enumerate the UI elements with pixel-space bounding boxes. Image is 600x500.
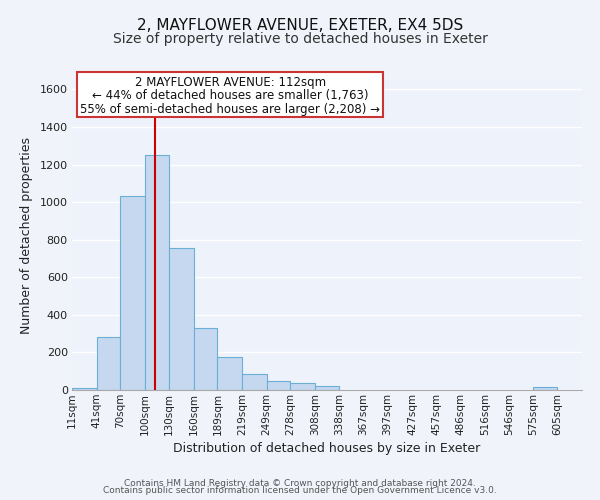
Text: 2 MAYFLOWER AVENUE: 112sqm: 2 MAYFLOWER AVENUE: 112sqm [134, 76, 326, 88]
Bar [169, 248, 194, 390]
X-axis label: Distribution of detached houses by size in Exeter: Distribution of detached houses by size … [173, 442, 481, 455]
Bar [315, 386, 339, 390]
Bar [290, 384, 315, 390]
Text: Size of property relative to detached houses in Exeter: Size of property relative to detached ho… [113, 32, 487, 46]
Text: ← 44% of detached houses are smaller (1,763): ← 44% of detached houses are smaller (1,… [92, 89, 368, 102]
Y-axis label: Number of detached properties: Number of detached properties [20, 136, 33, 334]
Bar [217, 357, 242, 390]
Bar [194, 328, 217, 390]
Text: Contains public sector information licensed under the Open Government Licence v3: Contains public sector information licen… [103, 486, 497, 495]
Bar [266, 380, 290, 390]
Text: 55% of semi-detached houses are larger (2,208) →: 55% of semi-detached houses are larger (… [80, 102, 380, 116]
Bar [145, 155, 169, 390]
Text: Contains HM Land Registry data © Crown copyright and database right 2024.: Contains HM Land Registry data © Crown c… [124, 478, 476, 488]
Text: 2, MAYFLOWER AVENUE, EXETER, EX4 5DS: 2, MAYFLOWER AVENUE, EXETER, EX4 5DS [137, 18, 463, 32]
Bar [533, 387, 557, 390]
Bar [120, 196, 145, 390]
Bar [72, 388, 97, 390]
Bar [97, 338, 120, 390]
Bar [242, 374, 266, 390]
FancyBboxPatch shape [77, 72, 383, 117]
